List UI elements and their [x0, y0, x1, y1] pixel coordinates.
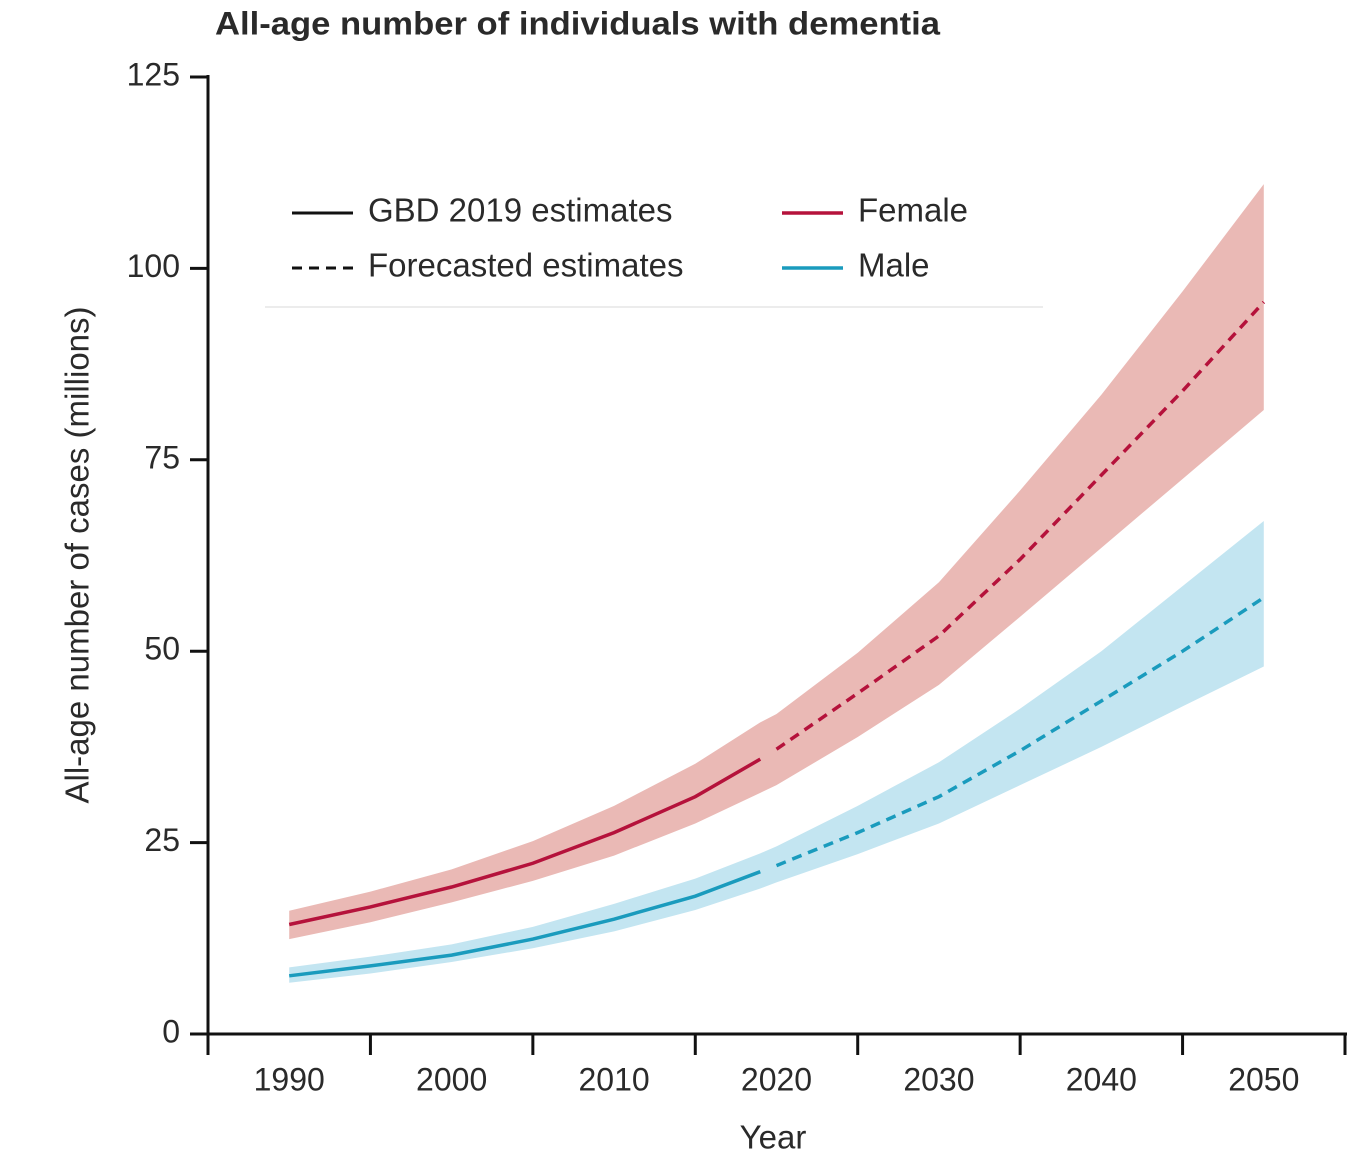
y-tick-label: 75 [144, 439, 180, 475]
estimate-line [289, 870, 761, 978]
x-tick-label: 2000 [416, 1061, 487, 1097]
legend-label: Female [858, 192, 968, 229]
uncertainty-band [289, 184, 1264, 940]
y-tick-label: 0 [162, 1013, 180, 1049]
x-tick-label: 2010 [578, 1061, 649, 1097]
y-tick-label: 125 [127, 56, 180, 92]
legend-label: Male [858, 247, 930, 284]
y-axis-label: All-age number of cases (millions) [59, 306, 96, 803]
estimate-line [288, 757, 762, 927]
chart-title: All-age number of individuals with demen… [215, 5, 940, 41]
x-tick-label: 2020 [741, 1061, 812, 1097]
x-tick-label: 2050 [1228, 1061, 1299, 1097]
legend-label: GBD 2019 estimates [368, 192, 672, 229]
x-tick-label: 2030 [903, 1061, 974, 1097]
x-tick-label: 1990 [254, 1061, 325, 1097]
y-tick-label: 50 [144, 631, 180, 667]
x-axis-label: Year [740, 1119, 807, 1156]
x-tick-label: 2040 [1066, 1061, 1137, 1097]
forecast-line [775, 300, 1266, 751]
forecast-line [775, 596, 1265, 868]
y-tick-label: 25 [144, 822, 180, 858]
y-tick-label: 100 [127, 248, 180, 284]
uncertainty-band [289, 521, 1264, 983]
legend-label: Forecasted estimates [368, 247, 683, 284]
